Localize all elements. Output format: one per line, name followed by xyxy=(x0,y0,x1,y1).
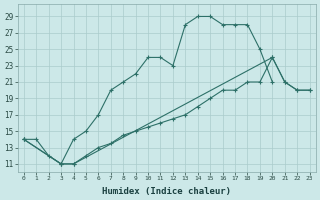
X-axis label: Humidex (Indice chaleur): Humidex (Indice chaleur) xyxy=(102,187,231,196)
